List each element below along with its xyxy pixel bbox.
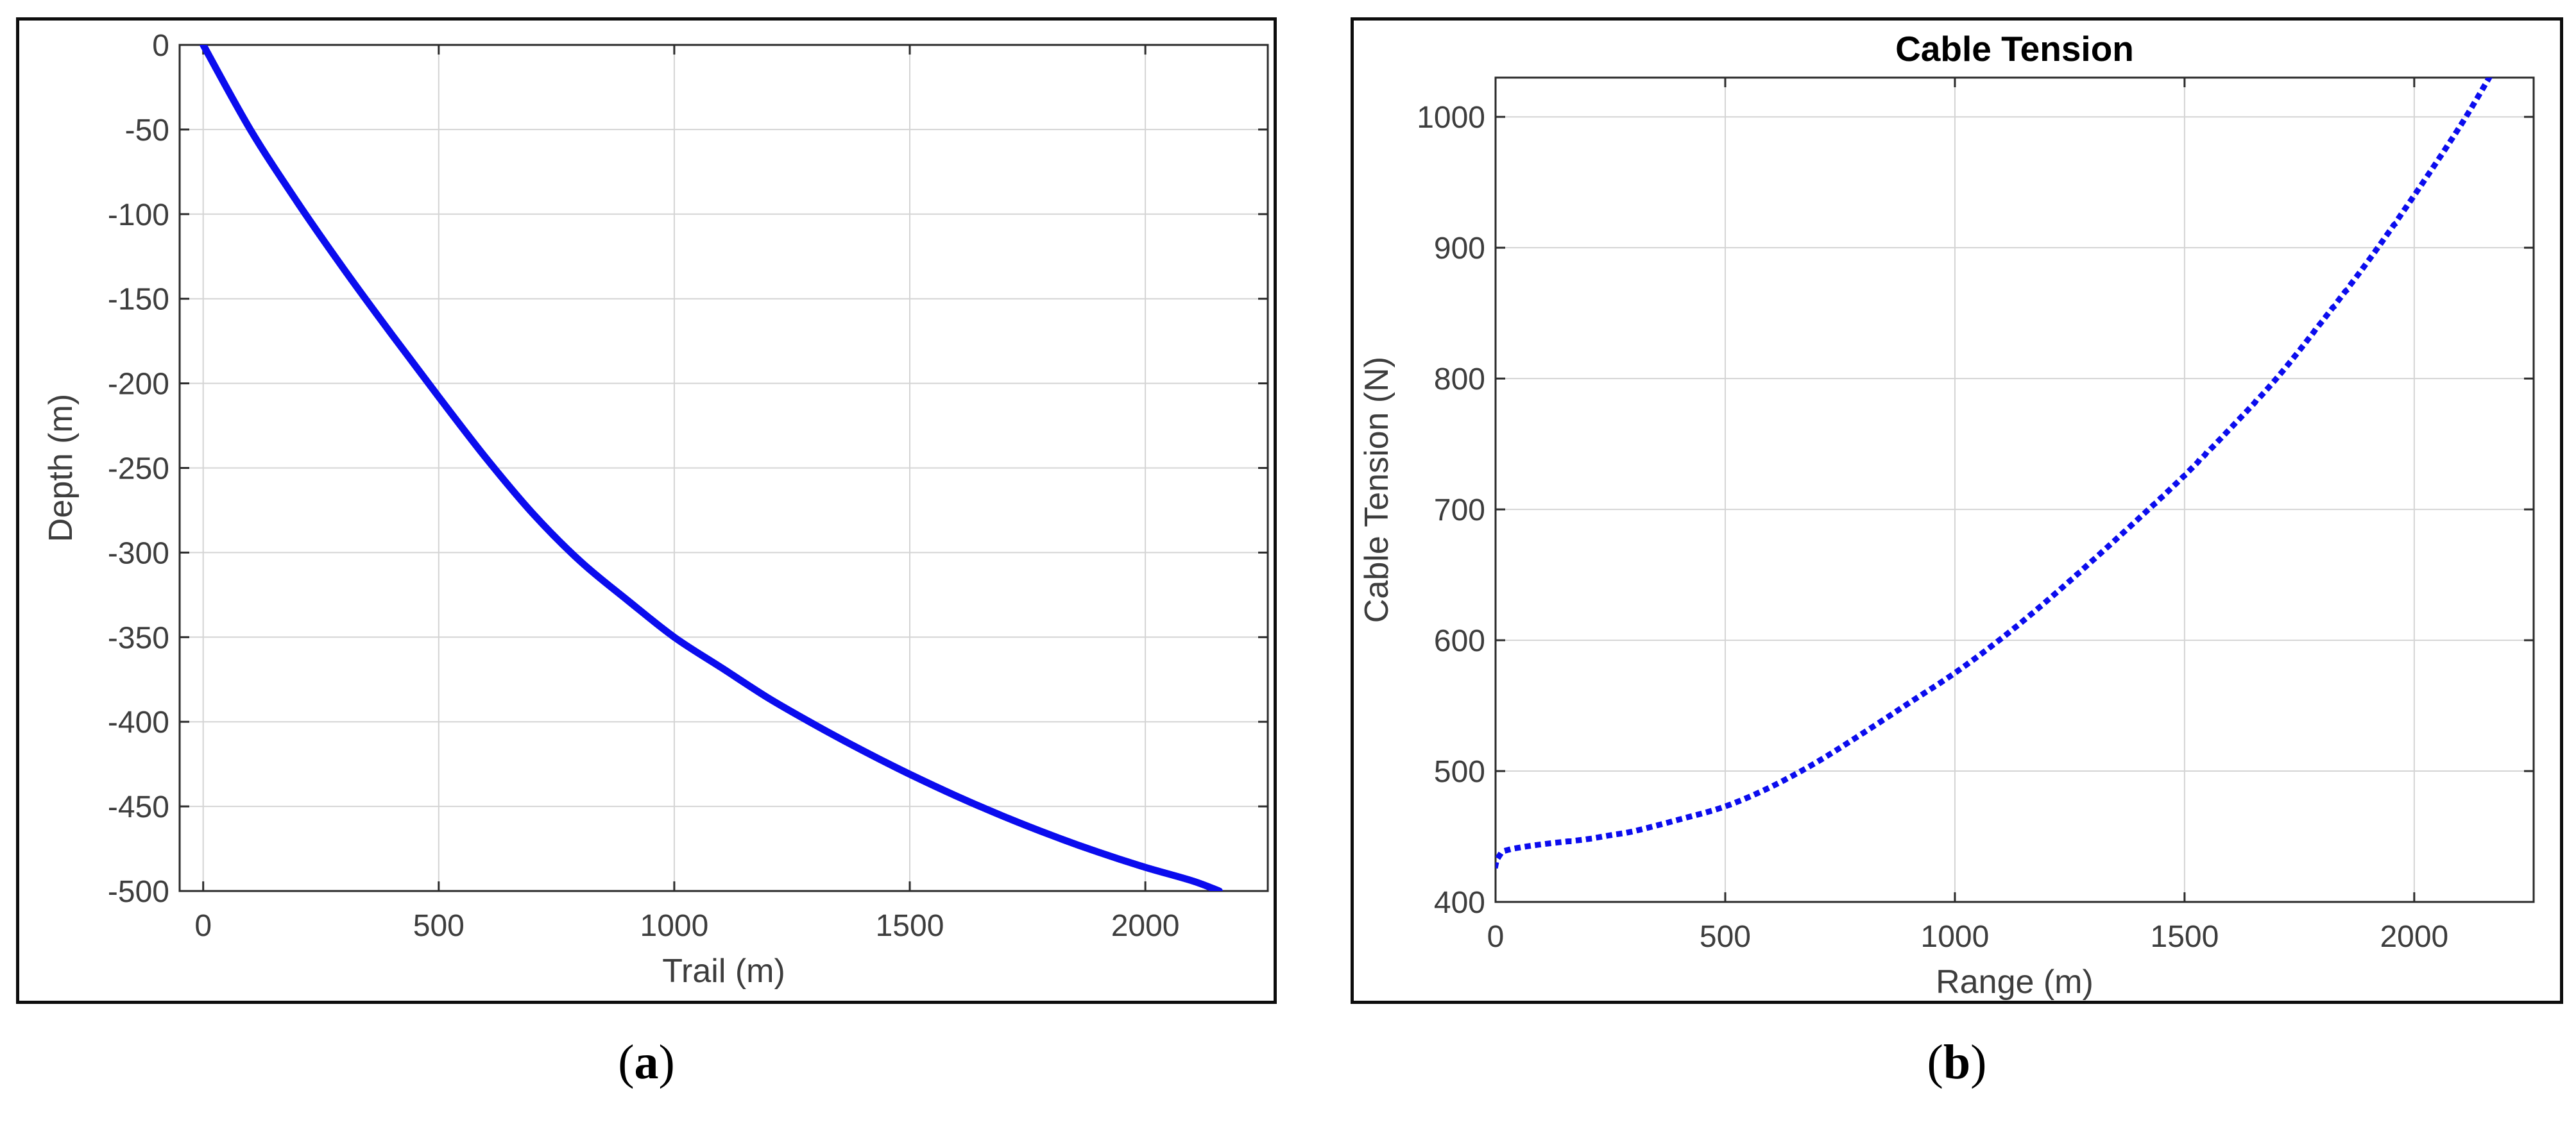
y-tick-label: 600 bbox=[1434, 624, 1485, 658]
y-tick-label: 400 bbox=[1434, 886, 1485, 920]
x-tick-label: 1500 bbox=[2151, 920, 2219, 954]
caption-b-open: ( bbox=[1927, 1035, 1943, 1089]
y-tick-label: 1000 bbox=[1417, 101, 1485, 135]
y-tick-label: -500 bbox=[108, 875, 169, 909]
plot-panel-a: 0 500 1000 1500 2000 0 -50 -100 -150 -200 -250 -300… bbox=[16, 17, 1277, 1004]
y-tick-label: 0 bbox=[152, 29, 169, 63]
x-tick-label: 1000 bbox=[640, 909, 709, 943]
y-tick-label: -200 bbox=[108, 368, 169, 402]
x-tick-label: 0 bbox=[1487, 920, 1505, 954]
x-tick-label: 500 bbox=[413, 909, 465, 943]
y-tick-label: -400 bbox=[108, 706, 169, 740]
y-tick-label: -250 bbox=[108, 452, 169, 486]
y-axis-label: Cable Tension (N) bbox=[1358, 357, 1395, 623]
trajectory-plot: 0 500 1000 1500 2000 0 -50 -100 -150 -200 -250 -300… bbox=[42, 29, 1269, 990]
y-tick-label: 500 bbox=[1434, 755, 1485, 789]
x-tick-label: 2000 bbox=[1111, 909, 1180, 943]
caption-a-open: ( bbox=[618, 1035, 635, 1089]
y-tick-label: -100 bbox=[108, 198, 169, 232]
y-tick-label: 700 bbox=[1434, 493, 1485, 527]
cable-tension-plot: 0 500 1000 1500 2000 400 500 600 700 800 900 1000 Ra… bbox=[1358, 29, 2535, 1001]
y-tick-label: 800 bbox=[1434, 362, 1485, 396]
x-tick-label: 1500 bbox=[876, 909, 944, 943]
y-axis-label: Depth (m) bbox=[42, 394, 80, 542]
y-tick-label: -450 bbox=[108, 790, 169, 824]
caption-a-letter: a bbox=[634, 1035, 659, 1089]
x-axis-label: Trail (m) bbox=[662, 953, 785, 990]
y-tick-label: -150 bbox=[108, 283, 169, 317]
y-tick-label: -50 bbox=[125, 114, 169, 148]
caption-b-close: ) bbox=[1970, 1035, 1987, 1089]
x-tick-label: 2000 bbox=[2380, 920, 2448, 954]
caption-b: (b) bbox=[1351, 1038, 2563, 1087]
plot-panel-b: 0 500 1000 1500 2000 400 500 600 700 800 900 1000 Ra… bbox=[1351, 17, 2563, 1004]
caption-a: (a) bbox=[16, 1038, 1277, 1087]
data-curve bbox=[1496, 78, 2493, 869]
x-tick-label: 500 bbox=[1700, 920, 1751, 954]
y-tick-label: -300 bbox=[108, 536, 169, 570]
x-axis-label: Range (m) bbox=[1936, 963, 2094, 1001]
y-tick-label: -350 bbox=[108, 621, 169, 655]
caption-b-letter: b bbox=[1943, 1035, 1971, 1089]
plot-title: Cable Tension bbox=[1895, 29, 2134, 69]
x-tick-label: 0 bbox=[194, 909, 212, 943]
caption-a-close: ) bbox=[658, 1035, 675, 1089]
data-curve bbox=[200, 45, 1223, 891]
plot-box bbox=[1494, 76, 2535, 903]
y-tick-label: 900 bbox=[1434, 232, 1485, 266]
x-tick-label: 1000 bbox=[1921, 920, 1990, 954]
